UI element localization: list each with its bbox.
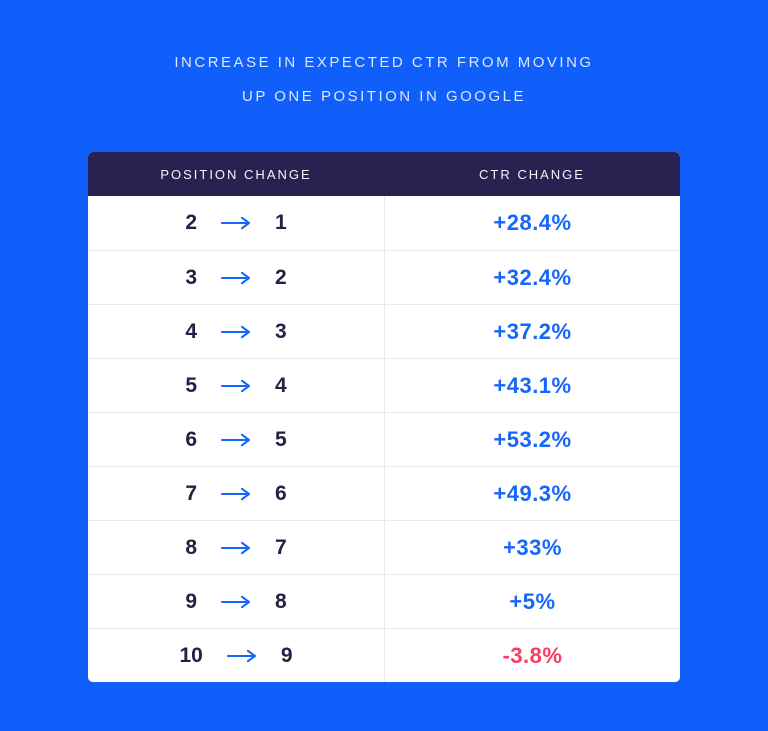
position-to: 2 bbox=[275, 265, 287, 289]
position-change-cell: 7 6 bbox=[88, 467, 384, 520]
table-row: 9 8 +5% bbox=[88, 574, 680, 628]
position-to: 3 bbox=[275, 319, 287, 343]
right-arrow-icon bbox=[221, 271, 251, 284]
ctr-change-table: POSITION CHANGE CTR CHANGE 2 1 +28.4% 3 … bbox=[88, 152, 680, 682]
position-to: 7 bbox=[275, 535, 287, 559]
table-row: 6 5 +53.2% bbox=[88, 412, 680, 466]
ctr-change-cell: +28.4% bbox=[384, 196, 680, 250]
ctr-change-cell: +53.2% bbox=[384, 413, 680, 466]
right-arrow-icon bbox=[226, 649, 256, 662]
position-from: 4 bbox=[185, 319, 197, 343]
table-row: 5 4 +43.1% bbox=[88, 358, 680, 412]
table-row: 8 7 +33% bbox=[88, 520, 680, 574]
position-to: 4 bbox=[275, 373, 287, 397]
position-from: 5 bbox=[185, 373, 197, 397]
ctr-change-cell: +33% bbox=[384, 521, 680, 574]
right-arrow-icon bbox=[221, 325, 251, 338]
position-from: 8 bbox=[185, 535, 197, 559]
table-body: 2 1 +28.4% 3 2 +32.4% 4 3 bbox=[88, 196, 680, 682]
position-from: 3 bbox=[185, 265, 197, 289]
right-arrow-icon bbox=[221, 487, 251, 500]
right-arrow-icon bbox=[221, 379, 251, 392]
right-arrow-icon bbox=[221, 541, 251, 554]
ctr-change-cell: +49.3% bbox=[384, 467, 680, 520]
page-title: INCREASE IN EXPECTED CTR FROM MOVING UP … bbox=[0, 46, 768, 114]
ctr-change-value: +53.2% bbox=[493, 426, 572, 452]
ctr-change-cell: +43.1% bbox=[384, 359, 680, 412]
right-arrow-icon bbox=[221, 433, 251, 446]
ctr-change-value: +33% bbox=[503, 534, 562, 560]
table-row: 7 6 +49.3% bbox=[88, 466, 680, 520]
table-row: 4 3 +37.2% bbox=[88, 304, 680, 358]
position-from: 10 bbox=[179, 643, 203, 667]
position-to: 6 bbox=[275, 481, 287, 505]
position-change-cell: 3 2 bbox=[88, 251, 384, 304]
position-change-cell: 4 3 bbox=[88, 305, 384, 358]
ctr-change-value: +37.2% bbox=[493, 318, 572, 344]
right-arrow-icon bbox=[221, 595, 251, 608]
ctr-change-cell: +5% bbox=[384, 575, 680, 628]
table-row: 10 9 -3.8% bbox=[88, 628, 680, 682]
ctr-change-cell: -3.8% bbox=[384, 629, 680, 682]
position-to: 8 bbox=[275, 589, 287, 613]
position-from: 7 bbox=[185, 481, 197, 505]
table-row: 3 2 +32.4% bbox=[88, 250, 680, 304]
position-to: 5 bbox=[275, 427, 287, 451]
title-line-1: INCREASE IN EXPECTED CTR FROM MOVING bbox=[174, 54, 594, 71]
column-header-position-change: POSITION CHANGE bbox=[160, 166, 312, 182]
ctr-change-cell: +32.4% bbox=[384, 251, 680, 304]
ctr-change-value: +43.1% bbox=[493, 372, 572, 398]
position-from: 9 bbox=[185, 589, 197, 613]
position-change-cell: 9 8 bbox=[88, 575, 384, 628]
position-change-cell: 10 9 bbox=[88, 629, 384, 682]
title-line-2: UP ONE POSITION IN GOOGLE bbox=[242, 88, 526, 105]
position-change-cell: 2 1 bbox=[88, 196, 384, 250]
position-change-cell: 6 5 bbox=[88, 413, 384, 466]
ctr-change-cell: +37.2% bbox=[384, 305, 680, 358]
position-change-cell: 5 4 bbox=[88, 359, 384, 412]
ctr-change-value: +28.4% bbox=[493, 210, 572, 235]
right-arrow-icon bbox=[221, 216, 251, 230]
ctr-change-value: +32.4% bbox=[493, 264, 572, 290]
position-from: 2 bbox=[185, 211, 197, 234]
column-header-ctr-change: CTR CHANGE bbox=[479, 166, 585, 182]
table-header-row: POSITION CHANGE CTR CHANGE bbox=[88, 152, 680, 196]
position-change-cell: 8 7 bbox=[88, 521, 384, 574]
table-row: 2 1 +28.4% bbox=[88, 196, 680, 250]
position-to: 9 bbox=[280, 643, 293, 667]
ctr-change-value: +5% bbox=[509, 588, 556, 614]
position-to: 1 bbox=[275, 211, 287, 234]
ctr-change-value: -3.8% bbox=[502, 642, 563, 668]
position-from: 6 bbox=[185, 427, 197, 451]
ctr-change-value: +49.3% bbox=[493, 480, 572, 506]
